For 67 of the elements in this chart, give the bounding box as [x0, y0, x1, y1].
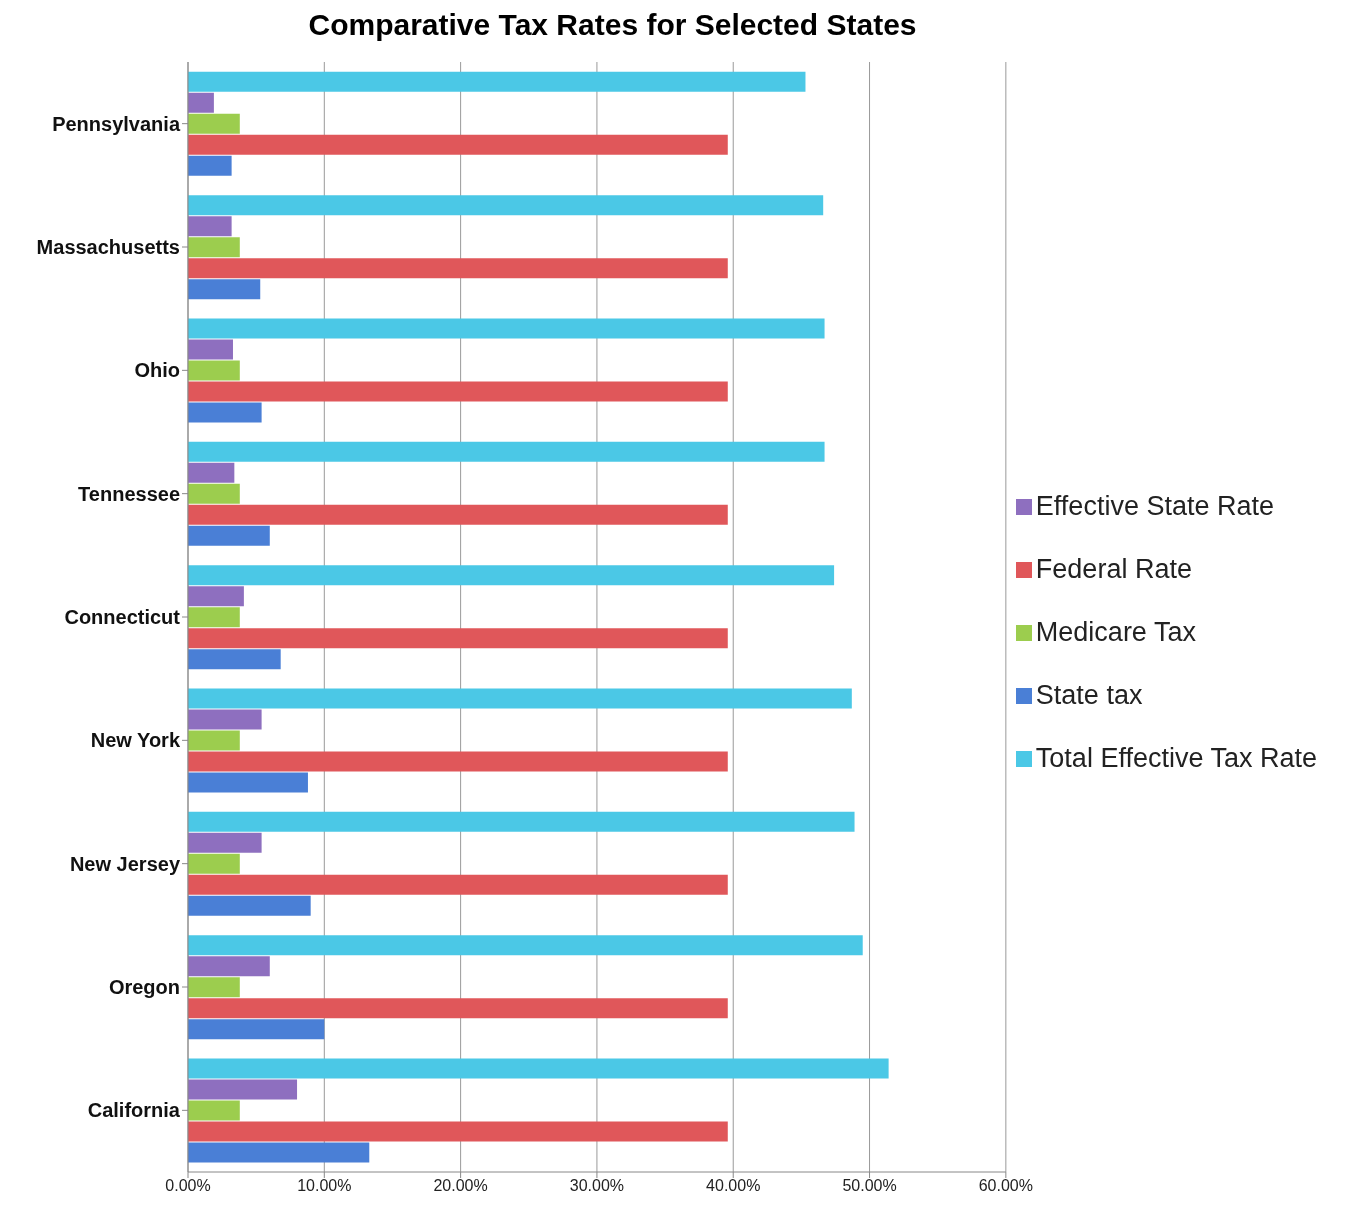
bar [188, 402, 262, 423]
legend-label: Medicare Tax [1035, 616, 1196, 647]
bar [188, 360, 240, 381]
bar [188, 483, 240, 504]
y-tick-label: Oregon [108, 976, 180, 999]
y-tick-label: Massachusetts [36, 236, 180, 259]
bar [188, 318, 825, 339]
bar [188, 113, 240, 134]
bar [188, 71, 806, 92]
bar [188, 586, 244, 607]
bar [188, 441, 825, 462]
y-tick-label: Tennessee [78, 482, 180, 505]
bar [188, 1100, 240, 1121]
bar [188, 649, 281, 670]
bar [188, 935, 863, 956]
bar [188, 709, 262, 730]
legend-label: Effective State Rate [1035, 490, 1274, 521]
y-tick-label: Pennsylvania [52, 112, 181, 135]
bar [188, 565, 835, 586]
bar [188, 216, 232, 237]
bar [188, 772, 308, 793]
chart-title: Comparative Tax Rates for Selected States [307, 8, 918, 43]
bar [188, 998, 728, 1019]
bar [188, 134, 728, 155]
x-tick-label: 10.00% [297, 1177, 352, 1195]
bar [188, 525, 270, 546]
bar [188, 462, 235, 483]
bar [188, 258, 728, 279]
y-tick-label: New York [90, 729, 181, 752]
bar [188, 751, 728, 772]
bar [188, 195, 824, 216]
x-tick-label: 40.00% [706, 1177, 761, 1195]
bar [188, 730, 240, 751]
bar [188, 832, 262, 853]
bar [188, 1079, 298, 1100]
bar [188, 688, 852, 709]
bar [188, 874, 728, 895]
bar [188, 628, 728, 649]
bar [188, 339, 233, 360]
bar [188, 1019, 325, 1040]
bar [188, 381, 728, 402]
bar [188, 811, 855, 832]
bar [188, 237, 240, 258]
bar [188, 1121, 728, 1142]
y-tick-label: Ohio [134, 359, 180, 382]
bar [188, 504, 728, 525]
legend-label: State tax [1035, 679, 1143, 710]
bar [188, 977, 240, 998]
x-tick-label: 60.00% [978, 1177, 1033, 1195]
legend-label: Federal Rate [1035, 553, 1192, 584]
y-tick-label: California [87, 1099, 181, 1122]
bar [188, 956, 270, 977]
bar [188, 853, 240, 874]
bar [188, 279, 261, 300]
bar [188, 895, 311, 916]
x-tick-label: 0.00% [165, 1177, 211, 1195]
bar [188, 1058, 889, 1079]
y-tick-label: New Jersey [69, 852, 181, 875]
bar [188, 92, 214, 113]
bar [188, 155, 232, 176]
bar [188, 607, 240, 628]
x-tick-label: 50.00% [842, 1177, 897, 1195]
bar [188, 1142, 370, 1163]
legend-label: Total Effective Tax Rate [1035, 742, 1317, 773]
x-tick-label: 30.00% [569, 1177, 625, 1195]
x-tick-label: 20.00% [433, 1177, 488, 1195]
y-tick-label: Connecticut [64, 606, 181, 629]
